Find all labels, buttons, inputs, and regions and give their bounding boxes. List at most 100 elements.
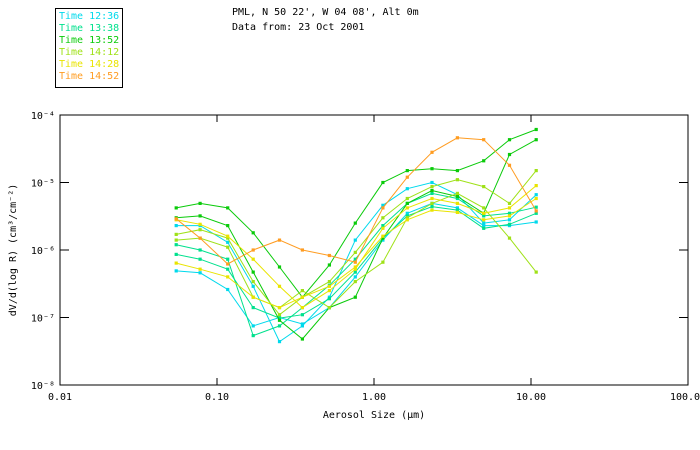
series-marker-1412 xyxy=(534,270,538,274)
x-tick-label: 100.00 xyxy=(670,392,700,403)
series-marker-1352 xyxy=(430,167,434,171)
series-marker-1412 xyxy=(226,236,230,240)
series-marker-1452 xyxy=(455,136,459,140)
series-marker-1352 xyxy=(198,201,202,205)
series-marker-1338 xyxy=(277,316,282,320)
series-marker-1352 xyxy=(327,263,331,267)
plot-frame xyxy=(59,114,689,386)
series-marker-1236 xyxy=(405,187,409,191)
series-marker-1428 xyxy=(534,196,538,201)
series-marker-1236 xyxy=(226,240,230,244)
series-marker-1452 xyxy=(353,260,357,264)
series-marker-1452 xyxy=(534,209,538,213)
time-legend: Time 12:36 Time 13:38 Time 13:52 Time 14:12… xyxy=(55,8,123,88)
series-marker-1452 xyxy=(405,175,409,179)
series-marker-1338 xyxy=(327,297,331,301)
series-marker-1428 xyxy=(300,306,304,310)
series-marker-1428 xyxy=(353,267,357,271)
x-tick-label: 0.01 xyxy=(48,392,72,403)
series-marker-1428 xyxy=(251,257,255,261)
series-marker-1412 xyxy=(482,185,486,189)
series-marker-1412 xyxy=(198,228,202,232)
series-marker-1428 xyxy=(430,196,434,201)
series-marker-1352 xyxy=(455,169,459,173)
series-marker-1428 xyxy=(482,211,486,215)
series-marker-1412 xyxy=(381,216,385,220)
series-marker-1352 xyxy=(430,188,434,193)
series-marker-1338 xyxy=(226,267,230,271)
series-marker-1236 xyxy=(251,324,255,328)
series-marker-1338 xyxy=(198,257,202,261)
series-marker-1428 xyxy=(277,306,282,310)
series-marker-1352 xyxy=(381,180,385,185)
series-marker-1428 xyxy=(198,267,202,271)
series-marker-1412 xyxy=(534,169,538,173)
series-marker-1352 xyxy=(455,194,459,199)
series-marker-1452 xyxy=(327,253,331,258)
series-marker-1236 xyxy=(251,284,255,288)
series-marker-1412 xyxy=(405,216,409,220)
series-marker-1338 xyxy=(455,208,459,212)
series-marker-1412 xyxy=(327,306,331,310)
series-marker-1352 xyxy=(507,138,512,142)
legend-item-1452: Time 14:52 xyxy=(59,71,120,82)
series-marker-1428 xyxy=(405,206,409,210)
y-tick-label: 10⁻⁵ xyxy=(31,179,55,190)
plot-title: PML, N 50 22', W 04 08', Alt 0m xyxy=(232,7,419,18)
series-marker-1428 xyxy=(381,226,385,230)
series-marker-1338 xyxy=(174,243,178,247)
series-marker-1236 xyxy=(353,275,357,279)
series-marker-1338 xyxy=(251,306,255,310)
series-marker-1452 xyxy=(251,248,255,252)
series-marker-1412 xyxy=(300,289,304,293)
series-marker-1452 xyxy=(226,262,230,266)
series-marker-1236 xyxy=(482,221,486,225)
legend-item-1352: Time 13:52 xyxy=(59,35,120,46)
series-marker-1236 xyxy=(381,238,385,242)
series-marker-1338 xyxy=(277,324,282,328)
x-tick-label: 0.10 xyxy=(205,392,229,403)
series-marker-1352 xyxy=(482,159,486,163)
series-marker-1338 xyxy=(507,222,512,226)
series-marker-1236 xyxy=(405,211,409,215)
series-marker-1412 xyxy=(277,313,282,317)
series-marker-1428 xyxy=(482,218,486,222)
series-marker-1352 xyxy=(507,152,512,157)
series-marker-1352 xyxy=(300,337,304,341)
series-marker-1352 xyxy=(251,231,255,235)
series-marker-1338 xyxy=(198,248,202,252)
series-marker-1412 xyxy=(251,280,255,284)
series-marker-1428 xyxy=(455,201,459,205)
series-marker-1352 xyxy=(277,318,282,322)
series-marker-1412 xyxy=(507,236,512,240)
series-marker-1352 xyxy=(198,214,202,218)
legend-item-1236: Time 12:36 xyxy=(59,11,120,22)
plot-subtitle: Data from: 23 Oct 2001 xyxy=(232,22,365,33)
series-marker-1338 xyxy=(534,211,538,215)
series-marker-1338 xyxy=(300,313,304,317)
series-marker-1428 xyxy=(455,210,459,214)
series-marker-1452 xyxy=(482,138,486,142)
y-tick-label: 10⁻⁸ xyxy=(31,381,55,392)
series-marker-1412 xyxy=(174,238,178,242)
series-marker-1352 xyxy=(534,127,538,132)
series-marker-1236 xyxy=(534,220,538,224)
series-marker-1338 xyxy=(507,211,512,215)
series-marker-1352 xyxy=(277,265,282,269)
series-marker-1352 xyxy=(226,224,230,228)
series-marker-1236 xyxy=(174,269,178,273)
series-marker-1428 xyxy=(405,218,409,222)
series-marker-1236 xyxy=(455,206,459,210)
series-marker-1428 xyxy=(174,261,178,265)
series-marker-1452 xyxy=(430,150,434,154)
legend-item-1338: Time 13:38 xyxy=(59,23,120,34)
series-marker-1352 xyxy=(251,270,255,274)
series-marker-1352 xyxy=(174,206,178,210)
series-marker-1412 xyxy=(430,201,434,205)
series-marker-1412 xyxy=(353,280,357,284)
series-marker-1236 xyxy=(277,340,282,344)
series-marker-1428 xyxy=(226,275,230,279)
series-marker-1452 xyxy=(300,248,304,252)
